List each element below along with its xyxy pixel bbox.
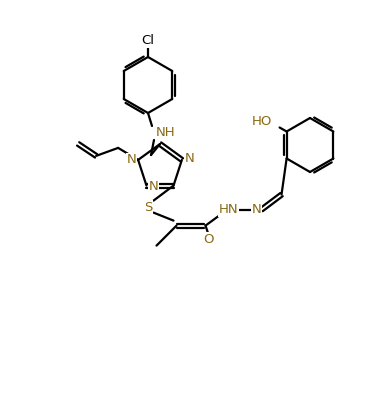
Text: O: O (203, 233, 214, 246)
Text: N: N (149, 180, 158, 193)
Text: HO: HO (252, 115, 273, 128)
Text: N: N (185, 152, 195, 165)
Text: N: N (252, 203, 262, 216)
Text: Cl: Cl (141, 34, 155, 48)
Text: N: N (126, 153, 136, 166)
Text: S: S (144, 201, 153, 214)
Text: NH: NH (156, 126, 176, 140)
Text: HN: HN (219, 203, 239, 216)
